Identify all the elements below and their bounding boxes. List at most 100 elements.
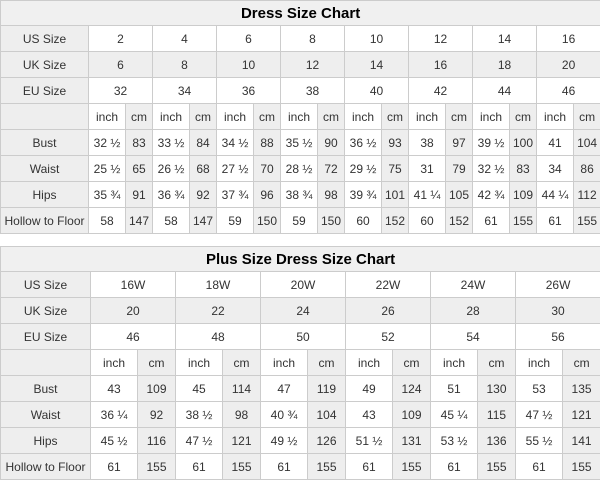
measurement-cm-cell: 90 [317, 129, 345, 156]
size-value-cell: 16 [535, 25, 600, 52]
measurement-inch-cell: 61 [472, 207, 510, 234]
size-value-cell: 36 [216, 77, 281, 104]
size-value-cell: 26W [514, 271, 600, 298]
size-value-cell: 10 [216, 51, 281, 78]
size-value-cell: 46 [90, 323, 176, 350]
size-row: US Size 2 4 6 8 10 12 14 16 [0, 25, 600, 52]
measurement-row-label: Hips [0, 427, 91, 454]
size-value-cell: 8 [280, 25, 345, 52]
measurement-cm-cell: 116 [137, 427, 176, 454]
measurement-cm-cell: 155 [477, 453, 516, 480]
measurement-cm-cell: 98 [317, 181, 345, 208]
measurement-inch-cell: 38 [408, 129, 446, 156]
measurement-cm-cell: 147 [189, 207, 217, 234]
measurement-inch-cell: 49 ½ [260, 427, 308, 454]
table-title: Dress Size Chart [0, 0, 600, 26]
measurement-inch-cell: 25 ½ [88, 155, 126, 182]
size-row: US Size 16W 18W 20W 22W 24W 26W [0, 271, 600, 298]
size-value-cell: 16 [408, 51, 473, 78]
measurement-inch-cell: 53 ½ [430, 427, 478, 454]
size-value-cell: 8 [152, 51, 217, 78]
size-value-cell: 54 [430, 323, 516, 350]
measurement-inch-cell: 61 [90, 453, 138, 480]
measurement-cm-cell: 109 [509, 181, 537, 208]
measurement-inch-cell: 49 [345, 375, 393, 402]
unit-header-cm: cm [307, 349, 346, 376]
measurement-inch-cell: 44 ¼ [536, 181, 574, 208]
table-gap [0, 234, 600, 246]
measurement-inch-cell: 51 [430, 375, 478, 402]
size-value-cell: 20W [260, 271, 346, 298]
unit-header-row: inch cm inch cm inch cm inch cm inch cm inch cm [0, 349, 600, 376]
unit-header-inch: inch [408, 103, 446, 130]
measurement-inch-cell: 26 ½ [152, 155, 190, 182]
measurement-cm-cell: 93 [381, 129, 409, 156]
size-value-cell: 44 [472, 77, 537, 104]
size-value-cell: 14 [472, 25, 537, 52]
measurement-cm-cell: 100 [509, 129, 537, 156]
measurement-inch-cell: 37 ¾ [216, 181, 254, 208]
size-row: UK Size 20 22 24 26 28 30 [0, 297, 600, 324]
measurement-cm-cell: 155 [561, 453, 600, 480]
unit-row-blank-label [0, 349, 91, 376]
measurement-cm-cell: 68 [189, 155, 217, 182]
unit-header-cm: cm [445, 103, 473, 130]
size-value-cell: 12 [280, 51, 345, 78]
unit-header-inch: inch [175, 349, 223, 376]
measurement-inch-cell: 36 ¼ [90, 401, 138, 428]
measurement-inch-cell: 41 [536, 129, 574, 156]
measurement-inch-cell: 35 ½ [280, 129, 318, 156]
measurement-inch-cell: 53 [515, 375, 563, 402]
measurement-cm-cell: 91 [125, 181, 153, 208]
measurement-row-label: Hollow to Floor [0, 207, 89, 234]
measurement-inch-cell: 40 ¾ [260, 401, 308, 428]
measurement-cm-cell: 65 [125, 155, 153, 182]
size-value-cell: 14 [344, 51, 409, 78]
size-row-label: US Size [0, 271, 91, 298]
measurement-inch-cell: 28 ½ [280, 155, 318, 182]
measurement-inch-cell: 61 [175, 453, 223, 480]
unit-header-inch: inch [345, 349, 393, 376]
size-value-cell: 18W [175, 271, 261, 298]
measurement-cm-cell: 96 [253, 181, 281, 208]
size-row-label: EU Size [0, 323, 91, 350]
size-row-label: UK Size [0, 297, 91, 324]
measurement-inch-cell: 59 [280, 207, 318, 234]
measurement-inch-cell: 32 ½ [472, 155, 510, 182]
measurement-inch-cell: 38 ½ [175, 401, 223, 428]
size-row: EU Size 46 48 50 52 54 56 [0, 323, 600, 350]
measurement-cm-cell: 141 [561, 427, 600, 454]
measurement-cm-cell: 104 [572, 129, 600, 156]
measurement-cm-cell: 92 [189, 181, 217, 208]
measurement-inch-cell: 36 ½ [344, 129, 382, 156]
size-value-cell: 32 [88, 77, 153, 104]
table-title: Plus Size Dress Size Chart [0, 246, 600, 272]
measurement-cm-cell: 88 [253, 129, 281, 156]
size-value-cell: 6 [88, 51, 153, 78]
unit-header-cm: cm [509, 103, 537, 130]
table-title-row: Dress Size Chart [0, 0, 600, 26]
measurement-cm-cell: 79 [445, 155, 473, 182]
unit-header-inch: inch [260, 349, 308, 376]
measurement-cm-cell: 126 [307, 427, 346, 454]
unit-header-inch: inch [152, 103, 190, 130]
measurement-inch-cell: 31 [408, 155, 446, 182]
measurement-cm-cell: 124 [392, 375, 431, 402]
unit-header-inch: inch [90, 349, 138, 376]
measurement-inch-cell: 32 ½ [88, 129, 126, 156]
size-value-cell: 40 [344, 77, 409, 104]
measurement-cm-cell: 75 [381, 155, 409, 182]
measurement-inch-cell: 43 [90, 375, 138, 402]
measurement-row: Waist 36 ¼ 92 38 ½ 98 40 ¾ 104 43 109 45 ¼ 115 47 ½… [0, 401, 600, 428]
measurement-inch-cell: 58 [152, 207, 190, 234]
size-value-cell: 24 [260, 297, 346, 324]
measurement-cm-cell: 115 [477, 401, 516, 428]
measurement-cm-cell: 155 [222, 453, 261, 480]
measurement-inch-cell: 61 [260, 453, 308, 480]
measurement-cm-cell: 72 [317, 155, 345, 182]
measurement-inch-cell: 45 [175, 375, 223, 402]
measurement-inch-cell: 34 ½ [216, 129, 254, 156]
measurement-cm-cell: 104 [307, 401, 346, 428]
measurement-cm-cell: 109 [137, 375, 176, 402]
measurement-inch-cell: 51 ½ [345, 427, 393, 454]
